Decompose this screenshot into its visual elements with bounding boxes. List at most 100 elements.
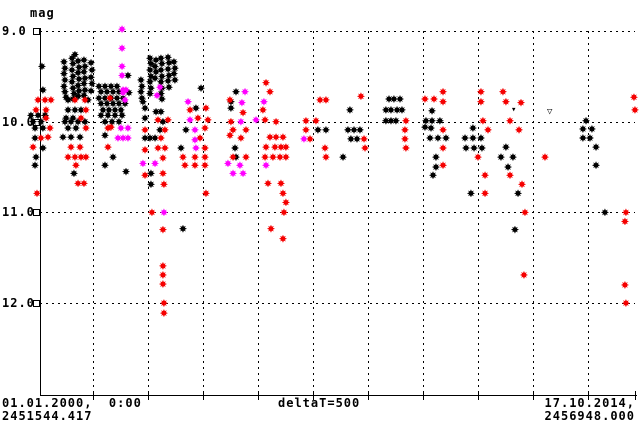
data-point-series-black: [346, 134, 355, 143]
data-point-series-red: [281, 143, 290, 152]
data-point-series-black: [31, 124, 40, 133]
data-point-series-red: [180, 161, 189, 170]
horizontal-gridline: [40, 212, 635, 214]
data-point-series-black: [109, 87, 118, 96]
data-point-series-black: [578, 134, 587, 143]
data-point-series-black: [197, 84, 206, 93]
data-point-series-black: [122, 167, 130, 176]
data-point-series-black: [68, 59, 77, 68]
data-point-series-magenta: [118, 71, 127, 80]
data-point-series-black: [70, 50, 79, 59]
data-point-series-magenta: [159, 208, 168, 217]
data-point-series-black: [165, 58, 173, 67]
data-point-series-black: [141, 114, 150, 123]
data-point-series-red: [190, 161, 199, 170]
data-point-series-red: [42, 105, 51, 114]
data-point-series-black: [170, 75, 179, 84]
y-tick-label-10: 10.0: [2, 115, 35, 129]
data-point-series-red: [158, 225, 167, 234]
data-point-series-black: [68, 72, 77, 81]
data-point-series-red: [265, 133, 274, 142]
data-point-series-red: [159, 180, 168, 189]
data-point-series-magenta: [116, 124, 125, 133]
data-point-series-black: [152, 56, 161, 65]
y-axis-tick-square: [33, 209, 40, 217]
data-point-series-red: [225, 131, 234, 140]
data-point-series-black: [146, 169, 155, 178]
data-point-series-black: [112, 94, 121, 103]
data-point-series-magenta: [119, 88, 128, 97]
data-point-series-red: [484, 125, 492, 134]
data-point-series-black: [321, 125, 330, 134]
data-point-series-black: [94, 94, 103, 103]
data-point-series-black: [381, 116, 390, 125]
data-point-series-red: [262, 78, 271, 87]
data-point-series-black: [145, 134, 154, 143]
data-point-series-black: [496, 153, 505, 162]
data-point-series-black: [389, 95, 398, 104]
data-point-series-red: [141, 171, 150, 180]
data-point-series-black: [80, 117, 89, 126]
data-point-series-black: [468, 124, 477, 133]
data-point-series-red: [620, 217, 629, 226]
data-point-series-magenta: [190, 135, 199, 144]
data-point-series-red: [81, 153, 90, 162]
data-point-series-black: [116, 105, 125, 114]
data-point-series-magenta: [262, 161, 271, 170]
data-point-series-magenta: [241, 87, 250, 96]
data-point-series-black: [164, 76, 173, 85]
data-point-series-black: [108, 117, 117, 126]
data-point-series-black: [145, 89, 154, 98]
data-point-series-red: [34, 95, 42, 104]
x-axis-tick: [203, 391, 204, 400]
data-point-series-red: [264, 179, 272, 188]
data-point-series-magenta: [252, 115, 261, 124]
data-point-series-magenta: [121, 95, 129, 104]
data-point-series-black: [477, 144, 486, 152]
data-point-series-black: [75, 75, 84, 84]
data-point-series-black: [77, 105, 85, 114]
data-point-series-black: [151, 134, 160, 143]
data-point-series-red: [44, 133, 52, 142]
data-point-series-red: [515, 125, 524, 134]
data-point-series-black: [58, 133, 67, 142]
data-point-series-black: [156, 54, 165, 63]
data-point-series-black: [67, 133, 75, 142]
data-point-series-red: [147, 208, 156, 217]
data-point-series-red: [281, 198, 290, 207]
data-point-series-black: [313, 125, 322, 134]
x-axis-end-jd-label: 2456948.000: [544, 409, 635, 423]
data-point-series-red: [306, 134, 315, 143]
data-point-series-red: [621, 299, 630, 308]
data-point-series-red: [321, 95, 330, 104]
data-point-series-black: [74, 117, 83, 126]
horizontal-gridline: [40, 121, 635, 123]
delta-t-label: deltaT=500: [278, 396, 361, 410]
vertical-gridline: [93, 31, 94, 395]
data-point-series-black: [355, 125, 364, 134]
vertical-gridline: [148, 31, 149, 395]
data-point-series-black: [151, 62, 160, 71]
data-point-series-red: [32, 105, 41, 114]
data-point-series-black: [226, 104, 235, 113]
data-point-series-black: [114, 117, 123, 126]
data-point-series-black: [88, 66, 96, 74]
data-point-series-red: [45, 124, 54, 133]
data-point-series-black: [99, 105, 107, 114]
x-axis-tick: [368, 391, 369, 400]
data-point-series-red: [164, 115, 173, 124]
data-point-series-red: [36, 134, 45, 143]
data-point-series-magenta: [122, 85, 130, 94]
x-axis-tick: [588, 391, 589, 400]
data-point-series-black: [421, 116, 430, 125]
data-point-series-black: [60, 75, 69, 84]
data-point-series-red: [518, 180, 526, 189]
data-point-series-black: [36, 117, 45, 126]
data-point-series-red: [400, 125, 409, 134]
x-axis-line: [40, 395, 637, 396]
data-point-series-red: [262, 143, 271, 152]
vertical-gridline: [423, 31, 424, 395]
data-point-series-black: [100, 161, 109, 170]
data-point-series-black: [433, 134, 442, 143]
